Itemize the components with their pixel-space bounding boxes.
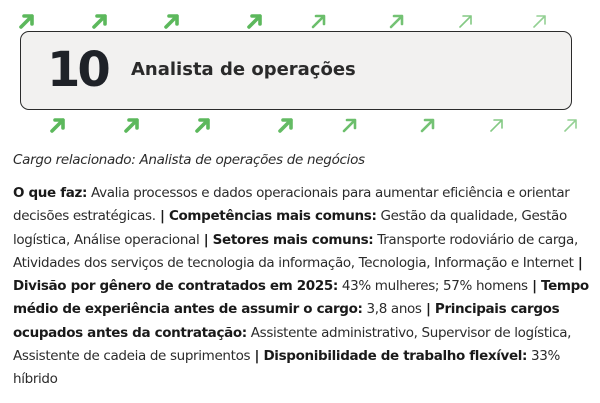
separator: | <box>421 301 435 318</box>
previous-roles-label: Principais cargos ocupados antes da cont… <box>13 301 560 341</box>
arrow-up-right-icon <box>277 116 295 134</box>
separator: | <box>250 348 264 365</box>
related-role: Cargo relacionado: Analista de operações… <box>13 152 365 168</box>
arrow-up-right-icon <box>246 12 264 30</box>
what-it-does-value: Avalia processos e dados operacionais pa… <box>13 185 570 225</box>
arrow-up-right-icon <box>562 116 580 134</box>
experience-value: 3,8 anos <box>362 301 422 318</box>
separator: | <box>199 231 213 248</box>
role-details: O que faz: Avalia processos e dados oper… <box>13 182 593 392</box>
arrow-up-right-icon <box>488 116 506 134</box>
arrow-up-right-icon <box>163 12 181 30</box>
skills-value: Gestão da qualidade, Gestão logística, A… <box>13 208 567 248</box>
arrow-up-right-icon <box>18 12 36 30</box>
arrow-up-right-icon <box>457 12 475 30</box>
separator: | <box>573 254 583 271</box>
what-it-does-label: O que faz: <box>13 185 88 201</box>
flexible-work-label: Disponibilidade de trabalho flexível: <box>263 348 528 365</box>
sectors-value: Transporte rodoviário de carga, Atividad… <box>13 231 578 271</box>
gender-value: 43% mulheres; 57% homens <box>337 278 528 295</box>
title-card: 10 Analista de operações <box>20 31 572 110</box>
experience-label: Tempo médio de experiência antes de assu… <box>13 278 589 318</box>
arrow-up-right-icon <box>388 12 406 30</box>
skills-label: Competências mais comuns: <box>168 208 377 225</box>
arrow-up-right-icon <box>123 116 141 134</box>
gender-label: Divisão por gênero de contratados em 202… <box>13 278 338 295</box>
arrow-up-right-icon <box>310 12 328 30</box>
arrow-up-right-icon <box>194 116 212 134</box>
previous-roles-value: Assistente administrativo, Supervisor de… <box>13 324 572 365</box>
flexible-work-value: 33% híbrido <box>13 348 560 388</box>
arrow-up-right-icon <box>91 12 109 30</box>
job-title: Analista de operações <box>131 59 356 80</box>
arrow-up-right-icon <box>531 12 549 30</box>
arrow-up-right-icon <box>419 116 437 134</box>
rank-number: 10 <box>47 42 111 98</box>
role-banner: 10 Analista de operações <box>0 0 600 140</box>
arrow-up-right-icon <box>49 116 67 134</box>
separator: | <box>527 278 541 295</box>
sectors-label: Setores mais comuns: <box>212 231 374 248</box>
separator: | <box>155 208 169 225</box>
arrow-up-right-icon <box>341 116 359 134</box>
